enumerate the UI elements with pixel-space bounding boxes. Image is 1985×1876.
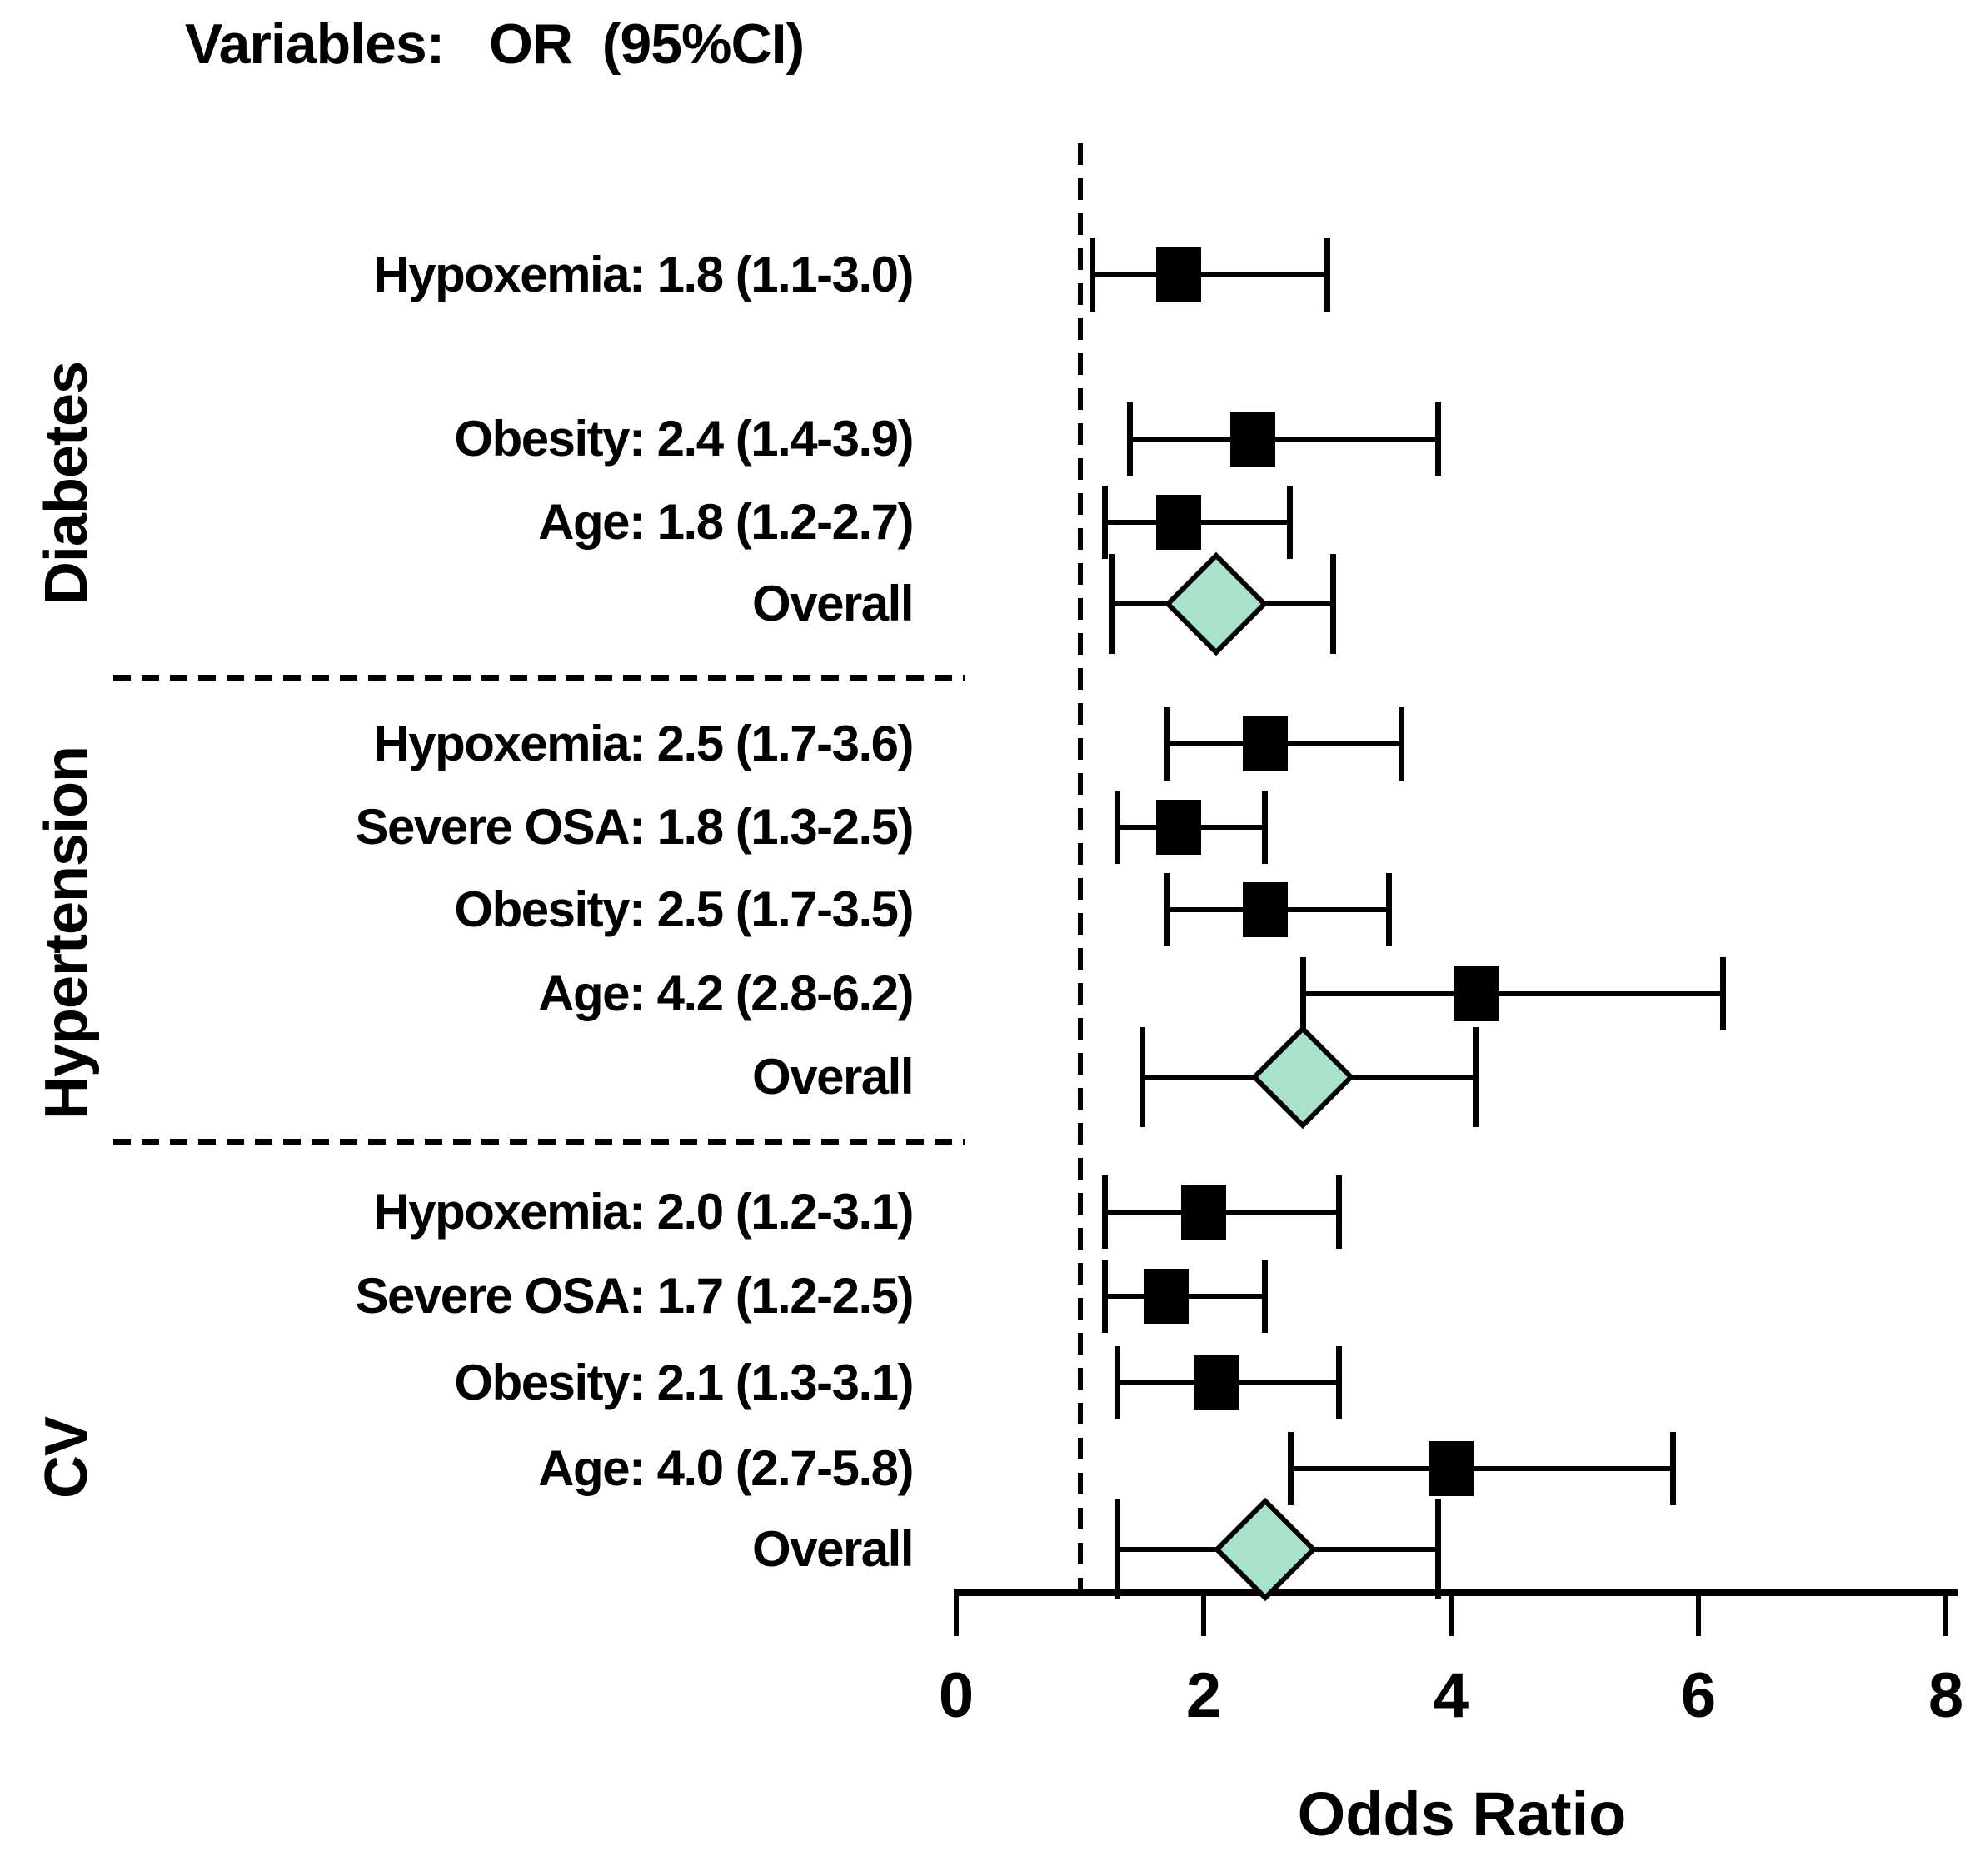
ci-cap-low	[1287, 1432, 1294, 1505]
row-label: Overall	[752, 576, 914, 631]
x-axis-title: Odds Ratio	[1297, 1779, 1627, 1849]
ci-cap-low	[1102, 1175, 1109, 1249]
or-marker-square	[1243, 882, 1289, 937]
reference-line-or-1	[1077, 143, 1083, 1593]
overall-marker-diamond	[1250, 1025, 1355, 1130]
x-tick	[1696, 1593, 1701, 1636]
row-label: Hypoxemia: 2.0 (1.2-3.1)	[373, 1184, 914, 1240]
ci-cap-high	[1329, 554, 1336, 654]
ci-cap-low	[1090, 238, 1096, 312]
or-marker-square	[1230, 412, 1276, 467]
row-label: Age: 4.0 (2.7-5.8)	[538, 1440, 914, 1496]
row-label: Overall	[752, 1521, 914, 1577]
row-label: Severe OSA: 1.7 (1.2-2.5)	[355, 1268, 914, 1324]
ci-line	[1092, 272, 1328, 277]
ci-cap-high	[1398, 707, 1404, 781]
group-label-diabetes: Diabetes	[33, 361, 100, 606]
ci-cap-high	[1262, 791, 1269, 864]
or-marker-square	[1156, 800, 1202, 855]
x-tick	[954, 1593, 959, 1636]
ci-cap-low	[1102, 486, 1109, 559]
ci-cap-low	[1299, 957, 1306, 1030]
plot-title: Variables: OR (95%CI)	[185, 12, 805, 76]
x-axis-line	[954, 1589, 1958, 1596]
or-marker-square	[1156, 495, 1202, 550]
ci-cap-high	[1472, 1027, 1479, 1127]
or-marker-square	[1181, 1185, 1226, 1240]
row-label: Overall	[752, 1049, 914, 1105]
ci-cap-high	[1336, 1346, 1343, 1419]
ci-cap-high	[1286, 486, 1293, 559]
x-tick	[1449, 1593, 1454, 1636]
ci-cap-low	[1115, 1346, 1121, 1419]
x-tick-label: 6	[1680, 1660, 1717, 1731]
or-marker-square	[1193, 1355, 1239, 1410]
row-label: Obesity: 2.4 (1.4-3.9)	[454, 411, 914, 467]
ci-cap-low	[1108, 554, 1115, 654]
ci-cap-high	[1670, 1432, 1677, 1505]
ci-cap-low	[1126, 402, 1133, 476]
x-tick	[1201, 1593, 1206, 1636]
ci-cap-high	[1262, 1260, 1269, 1333]
ci-cap-high	[1435, 402, 1442, 476]
or-marker-square	[1453, 966, 1499, 1021]
row-label: Obesity: 2.1 (1.3-3.1)	[454, 1355, 914, 1410]
ci-line	[1302, 991, 1723, 996]
x-tick-label: 8	[1928, 1660, 1964, 1731]
or-marker-square	[1243, 716, 1289, 771]
x-tick-label: 0	[938, 1660, 975, 1731]
group-divider	[113, 1139, 965, 1145]
row-label: Age: 1.8 (1.2-2.7)	[538, 494, 914, 550]
x-tick-label: 4	[1433, 1660, 1469, 1731]
ci-cap-low	[1115, 1499, 1121, 1599]
ci-cap-high	[1719, 957, 1726, 1030]
ci-line	[1289, 1466, 1674, 1471]
or-marker-square	[1429, 1441, 1474, 1496]
ci-cap-high	[1435, 1499, 1442, 1599]
overall-marker-diamond	[1164, 551, 1269, 656]
x-tick	[1943, 1593, 1948, 1636]
row-label: Age: 4.2 (2.8-6.2)	[538, 965, 914, 1021]
x-tick-label: 2	[1185, 1660, 1222, 1731]
row-label: Hypoxemia: 1.8 (1.1-3.0)	[373, 247, 914, 302]
ci-cap-high	[1336, 1175, 1343, 1249]
or-marker-square	[1156, 247, 1202, 302]
row-label: Severe OSA: 1.8 (1.3-2.5)	[355, 799, 914, 855]
or-marker-square	[1144, 1269, 1190, 1324]
ci-cap-high	[1324, 238, 1330, 312]
group-divider	[113, 675, 965, 681]
ci-line	[1129, 437, 1439, 442]
overall-marker-diamond	[1214, 1497, 1318, 1602]
ci-cap-high	[1385, 873, 1392, 946]
ci-cap-low	[1102, 1260, 1109, 1333]
ci-cap-low	[1164, 707, 1170, 781]
row-label: Obesity: 2.5 (1.7-3.5)	[454, 881, 914, 937]
ci-cap-low	[1164, 873, 1170, 946]
ci-cap-low	[1115, 791, 1121, 864]
ci-cap-low	[1139, 1027, 1145, 1127]
row-label: Hypoxemia: 2.5 (1.7-3.6)	[373, 716, 914, 771]
